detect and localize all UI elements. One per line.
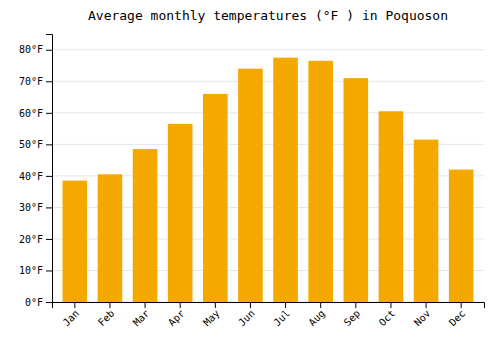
x-tick: Mar	[131, 302, 152, 328]
y-tick-label: 60°F	[19, 108, 43, 119]
x-tick-label: Jun	[236, 308, 257, 329]
y-tick-label: 20°F	[19, 234, 43, 245]
y-tick-label: 70°F	[19, 76, 43, 87]
y-tick: 20°F	[19, 234, 52, 245]
x-tick-mark	[285, 302, 286, 308]
y-tick: 60°F	[19, 108, 52, 119]
bar	[203, 94, 228, 302]
y-tick-label: 40°F	[19, 171, 43, 182]
x-tick: Sep	[342, 302, 363, 328]
x-tick-label: Apr	[166, 308, 187, 329]
x-tick-label: May	[201, 308, 222, 329]
bar	[98, 174, 123, 302]
x-tick: Oct	[377, 302, 398, 328]
y-tick-mark	[46, 144, 52, 145]
y-tick: 30°F	[19, 202, 52, 213]
chart-title: Average monthly temperatures (°F ) in Po…	[88, 8, 448, 23]
x-axis: Jan Feb Mar Apr May Jun Jul Aug Sep Oct Nov Dec	[53, 302, 485, 328]
grid-line	[52, 81, 484, 82]
x-tick: May	[201, 302, 222, 328]
x-tick-mark	[250, 302, 251, 308]
x-tick: Feb	[96, 302, 117, 328]
x-tick: Aug	[306, 302, 327, 328]
x-tick-mark	[355, 302, 356, 308]
bar	[449, 170, 474, 302]
x-tick-mark	[109, 302, 110, 308]
grid	[52, 50, 484, 302]
x-tick: Apr	[166, 302, 187, 328]
y-tick: 50°F	[19, 139, 52, 150]
y-tick-mark	[46, 81, 52, 82]
grid-line	[52, 112, 484, 113]
bar	[168, 124, 193, 302]
y-tick-label: 80°F	[19, 44, 43, 55]
x-tick: Dec	[447, 302, 468, 328]
x-tick-label: Nov	[412, 308, 433, 329]
bar	[133, 149, 158, 302]
x-tick-mark	[320, 302, 321, 308]
x-tick-mark	[426, 302, 427, 308]
bar	[344, 78, 369, 302]
y-tick: 70°F	[19, 76, 52, 87]
y-tick-mark	[46, 50, 52, 51]
bar	[238, 69, 263, 302]
x-tick-mark	[180, 302, 181, 308]
x-tick-label: Feb	[96, 308, 117, 329]
y-tick-mark	[46, 176, 52, 177]
x-tick: Nov	[412, 302, 433, 328]
x-tick-label: Aug	[306, 308, 327, 329]
x-tick: Jul	[271, 302, 292, 328]
y-tick: 80°F	[19, 44, 52, 55]
x-tick-mark	[461, 302, 462, 308]
x-tick: Jan	[61, 302, 82, 328]
y-tick-label: 10°F	[19, 265, 43, 276]
chart-svg: 0°F 10°F 20°F 30°F 40°F 50°F 60°F 70°F 80°F Jan Fe…	[0, 0, 500, 350]
x-tick-label: Dec	[447, 308, 468, 329]
y-tick: 10°F	[19, 265, 52, 276]
bar	[379, 111, 404, 302]
y-tick: 40°F	[19, 171, 52, 182]
chart-container: 0°F 10°F 20°F 30°F 40°F 50°F 60°F 70°F 80°F Jan Fe…	[0, 0, 500, 350]
x-tick-mark	[145, 302, 146, 308]
y-tick-label: 30°F	[19, 202, 43, 213]
y-tick-mark	[46, 207, 52, 208]
y-tick-mark	[46, 302, 52, 303]
plot-area: 0°F 10°F 20°F 30°F 40°F 50°F 60°F 70°F 80°F Jan Fe…	[19, 35, 485, 329]
y-tick-mark	[46, 270, 52, 271]
grid-line	[52, 49, 484, 50]
x-tick-label: Sep	[342, 308, 363, 329]
y-tick-mark	[46, 239, 52, 240]
y-tick-label: 50°F	[19, 139, 43, 150]
bar	[273, 58, 298, 302]
y-tick: 0°F	[25, 297, 52, 308]
bars	[63, 58, 474, 302]
x-tick-mark	[215, 302, 216, 308]
x-axis-line	[53, 303, 485, 309]
y-tick-label: 0°F	[25, 297, 43, 308]
y-axis: 0°F 10°F 20°F 30°F 40°F 50°F 60°F 70°F 80°F	[19, 35, 53, 308]
y-axis-line	[46, 35, 53, 303]
bar	[414, 140, 439, 302]
x-tick-label: Jan	[61, 308, 82, 329]
bar	[308, 61, 333, 302]
x-tick-label: Jul	[271, 308, 292, 329]
x-tick-label: Mar	[131, 308, 152, 329]
x-tick-mark	[390, 302, 391, 308]
x-tick: Jun	[236, 302, 257, 328]
x-tick-label: Oct	[377, 308, 398, 329]
x-tick-mark	[74, 302, 75, 308]
bar	[63, 181, 88, 302]
y-tick-mark	[46, 113, 52, 114]
